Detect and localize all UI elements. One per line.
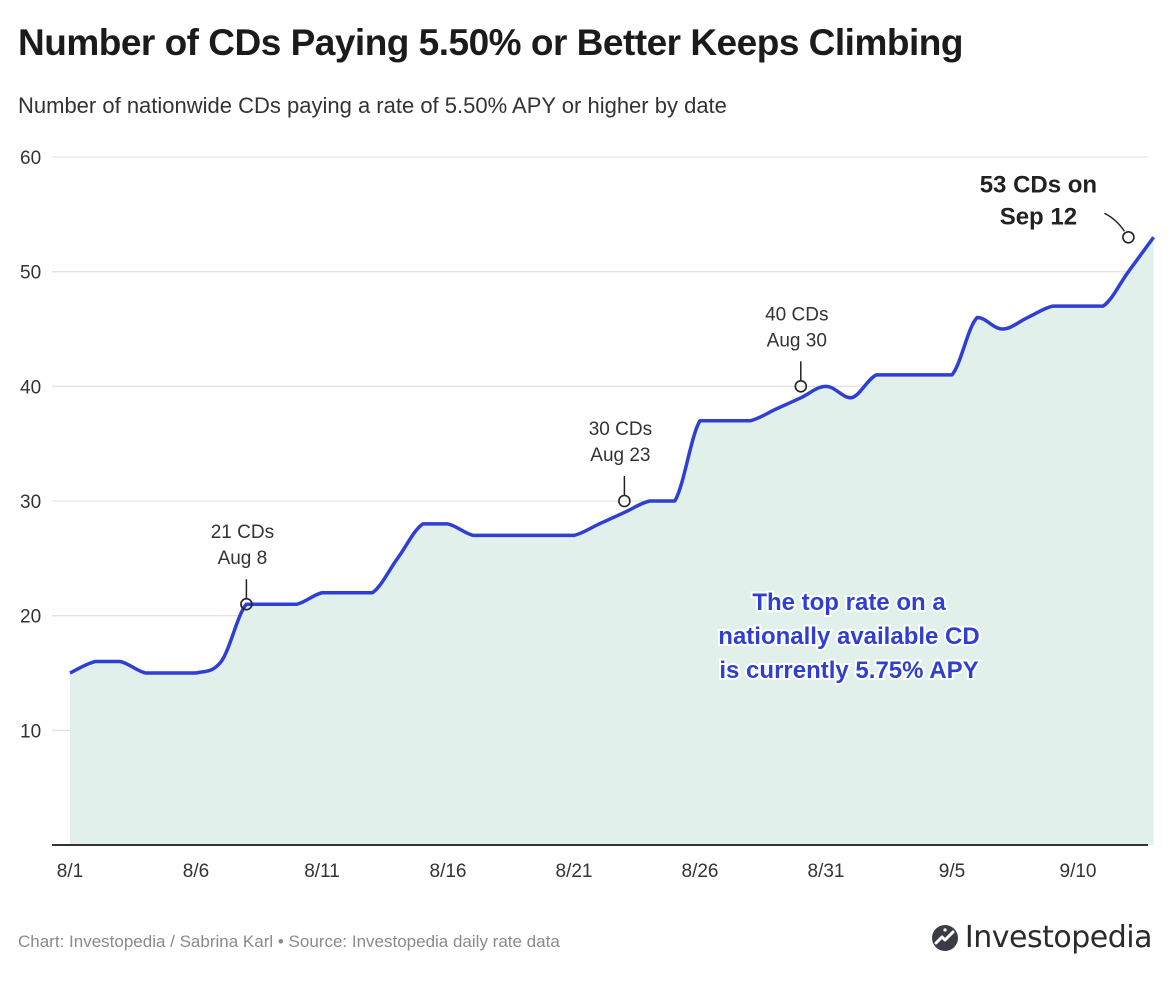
annotations: 21 CDs Aug 8 30 CDs Aug 23 40 CDs Aug 30 53 CD…	[211, 171, 1135, 611]
annotation: 30 CDs Aug 23	[589, 419, 652, 508]
annotation: 53 CDs on Sep 12	[980, 171, 1135, 244]
chart-subtitle: Number of nationwide CDs paying a rate o…	[18, 93, 727, 118]
annotation-leader	[1104, 212, 1126, 232]
y-axis-ticks: 10 20 30 40 50 60	[20, 148, 41, 742]
x-axis-ticks: 8/1 8/6 8/11 8/16 8/21 8/26 8/31 9/5 9/10	[57, 861, 1097, 882]
annotation-marker	[240, 597, 253, 611]
annotation-marker	[618, 494, 631, 508]
y-tick-label: 20	[20, 607, 41, 628]
logo-text: Investopedia	[964, 920, 1153, 955]
x-tick-label: 9/5	[939, 861, 965, 882]
area-fill	[70, 237, 1154, 845]
annotation-marker	[794, 380, 808, 393]
callout-line: nationally available CD	[718, 623, 979, 650]
chart-title: Number of CDs Paying 5.50% or Better Kee…	[18, 22, 963, 63]
source-credit: Chart: Investopedia / Sabrina Karl • Sou…	[18, 932, 560, 951]
annotation: 21 CDs Aug 8	[211, 522, 274, 611]
x-tick-label: 8/1	[57, 861, 83, 882]
annotation-label: Aug 23	[590, 445, 650, 466]
x-tick-label: 8/11	[304, 861, 340, 882]
annotation: 40 CDs Aug 30	[765, 304, 828, 393]
annotation-marker	[1122, 230, 1135, 244]
chart-area: 10 20 30 40 50 60 8/1 8/6 8/11 8/16 8/21 8/26 8/31 9…	[20, 148, 1156, 882]
investopedia-logo[interactable]: Investopedia	[931, 920, 1153, 955]
annotation-label: 21 CDs	[211, 522, 274, 543]
annotation-label: 40 CDs	[765, 304, 828, 325]
y-tick-label: 40	[20, 377, 41, 398]
callout-line: The top rate on a	[752, 589, 946, 616]
x-tick-label: 8/6	[183, 861, 209, 882]
annotation-label: Aug 30	[767, 330, 827, 351]
callout-text: The top rate on a nationally available CD…	[716, 587, 981, 686]
y-tick-label: 30	[20, 492, 41, 513]
annotation-label: Sep 12	[1000, 203, 1077, 230]
callout-line: is currently 5.75% APY	[719, 657, 978, 684]
annotation-label: 30 CDs	[589, 419, 652, 440]
x-tick-label: 8/21	[556, 861, 593, 882]
x-tick-label: 9/10	[1060, 861, 1097, 882]
annotation-label: Aug 8	[218, 548, 268, 569]
investopedia-logo-icon	[931, 924, 958, 951]
y-tick-label: 10	[20, 721, 41, 742]
x-tick-label: 8/31	[808, 861, 845, 882]
series-line	[69, 236, 1156, 675]
annotation-label: 53 CDs on	[980, 171, 1097, 198]
y-tick-label: 50	[20, 263, 41, 284]
x-tick-label: 8/26	[682, 861, 719, 882]
x-tick-label: 8/16	[430, 861, 467, 882]
y-tick-label: 60	[20, 148, 41, 169]
